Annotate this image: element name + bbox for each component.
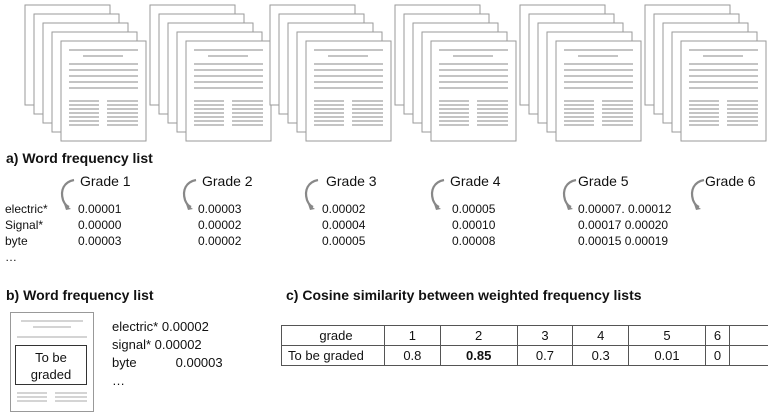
table-grade-cell: 5 <box>629 326 706 346</box>
table-grade-cell: 1 <box>385 326 441 346</box>
grade-label: Grade 6 <box>705 173 756 189</box>
curved-arrow-icon <box>58 176 78 219</box>
list-b-value: 0.00002 <box>155 337 202 352</box>
grade-label: Grade 5 <box>578 173 629 189</box>
grade-label: Grade 3 <box>326 173 377 189</box>
curved-arrow-icon <box>560 176 580 219</box>
curved-arrow-icon <box>180 176 200 219</box>
table-score-cell-best: 0.85 <box>440 346 517 366</box>
list-b-ellipsis: … <box>112 372 223 390</box>
to-be-graded-label: To be graded <box>15 345 87 385</box>
list-b-value: 0.00002 <box>162 319 209 334</box>
frequency-value: 0.00002 <box>198 233 241 249</box>
frequency-value: 0.00007. 0.00012 <box>578 201 671 217</box>
to-be-graded-line2: graded <box>16 366 86 383</box>
frequency-value: 0.00004 <box>322 217 365 233</box>
frequency-list-b: electric* 0.00002 signal* 0.00002 byte 0… <box>112 318 223 390</box>
frequency-value: 0.00017 0.00020 <box>578 217 668 233</box>
frequency-value: 0.00015 0.00019 <box>578 233 668 249</box>
frequency-value: 0.00010 <box>452 217 495 233</box>
frequency-value: 0.00003 <box>78 233 121 249</box>
table-grade-cell: 2 <box>440 326 517 346</box>
grade-label: Grade 4 <box>450 173 501 189</box>
to-be-graded-line1: To be <box>16 349 86 366</box>
table-grade-cell: 6 <box>705 326 729 346</box>
grade-label: Grade 2 <box>202 173 253 189</box>
table-grade-cell: 3 <box>517 326 573 346</box>
list-b-word: byte <box>112 354 172 372</box>
cosine-similarity-table: grade 1 2 3 4 5 6 To be graded 0.8 0.85 … <box>281 325 768 366</box>
frequency-value: 0.00002 <box>198 217 241 233</box>
table-grade-cell: 4 <box>573 326 629 346</box>
frequency-value: 0.00003 <box>198 201 241 217</box>
word-frequency-title-b: b) Word frequency list <box>6 287 154 303</box>
table-score-cell: 0.7 <box>517 346 573 366</box>
frequency-value: 0.00005 <box>452 201 495 217</box>
curved-arrow-icon <box>302 176 322 219</box>
word-label: Signal* <box>5 217 43 233</box>
table-score-cell: 0.3 <box>573 346 629 366</box>
table-header-label: grade <box>282 326 385 346</box>
frequency-value: 0.00008 <box>452 233 495 249</box>
word-label: byte <box>5 233 28 249</box>
table-empty-cell <box>730 346 768 366</box>
frequency-value: 0.00002 <box>322 201 365 217</box>
table-score-cell: 0.8 <box>385 346 441 366</box>
list-b-word: electric* <box>112 319 158 334</box>
table-score-cell: 0.01 <box>629 346 706 366</box>
word-frequency-title-a: a) Word frequency list <box>6 150 153 166</box>
table-row: To be graded 0.8 0.85 0.7 0.3 0.01 0 <box>282 346 768 366</box>
curved-arrow-icon <box>428 176 448 219</box>
word-label: … <box>5 249 17 265</box>
grade-label: Grade 1 <box>80 173 131 189</box>
word-label: electric* <box>5 201 48 217</box>
table-header-row: grade 1 2 3 4 5 6 <box>282 326 768 346</box>
table-empty-cell <box>730 326 768 346</box>
list-b-value: 0.00003 <box>176 355 223 370</box>
grade-document-stacks <box>0 0 768 145</box>
frequency-value: 0.00001 <box>78 201 121 217</box>
frequency-value: 0.00005 <box>322 233 365 249</box>
table-row-label: To be graded <box>282 346 385 366</box>
curved-arrow-icon <box>688 176 708 219</box>
cosine-similarity-title: c) Cosine similarity between weighted fr… <box>286 287 642 303</box>
table-score-cell: 0 <box>705 346 729 366</box>
frequency-value: 0.00000 <box>78 217 121 233</box>
list-b-word: signal* <box>112 337 151 352</box>
